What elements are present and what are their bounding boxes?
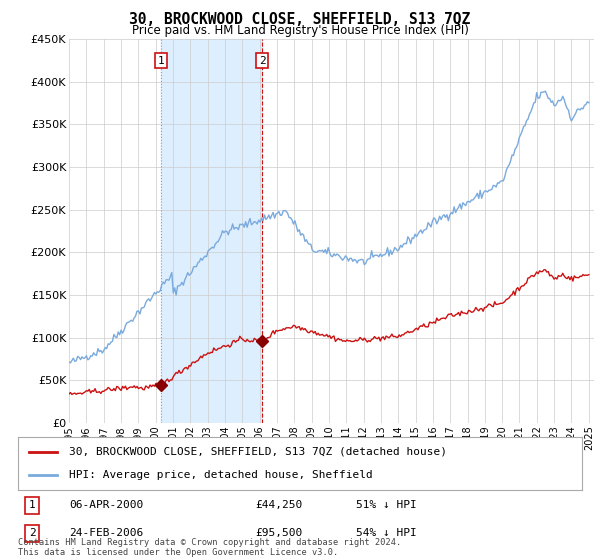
Text: £95,500: £95,500 — [255, 529, 302, 538]
Text: Contains HM Land Registry data © Crown copyright and database right 2024.
This d: Contains HM Land Registry data © Crown c… — [18, 538, 401, 557]
Text: HPI: Average price, detached house, Sheffield: HPI: Average price, detached house, Shef… — [69, 470, 373, 480]
Bar — [161, 39, 262, 423]
Text: 1: 1 — [157, 55, 164, 66]
Text: 2: 2 — [259, 55, 265, 66]
Text: 54% ↓ HPI: 54% ↓ HPI — [356, 529, 417, 538]
Text: Price paid vs. HM Land Registry's House Price Index (HPI): Price paid vs. HM Land Registry's House … — [131, 24, 469, 36]
Text: 30, BROCKWOOD CLOSE, SHEFFIELD, S13 7QZ: 30, BROCKWOOD CLOSE, SHEFFIELD, S13 7QZ — [130, 12, 470, 27]
Text: 51% ↓ HPI: 51% ↓ HPI — [356, 501, 417, 510]
Text: 06-APR-2000: 06-APR-2000 — [69, 501, 143, 510]
Text: 24-FEB-2006: 24-FEB-2006 — [69, 529, 143, 538]
Text: £44,250: £44,250 — [255, 501, 302, 510]
Text: 30, BROCKWOOD CLOSE, SHEFFIELD, S13 7QZ (detached house): 30, BROCKWOOD CLOSE, SHEFFIELD, S13 7QZ … — [69, 447, 447, 457]
Text: 2: 2 — [29, 529, 35, 538]
Text: 1: 1 — [29, 501, 35, 510]
